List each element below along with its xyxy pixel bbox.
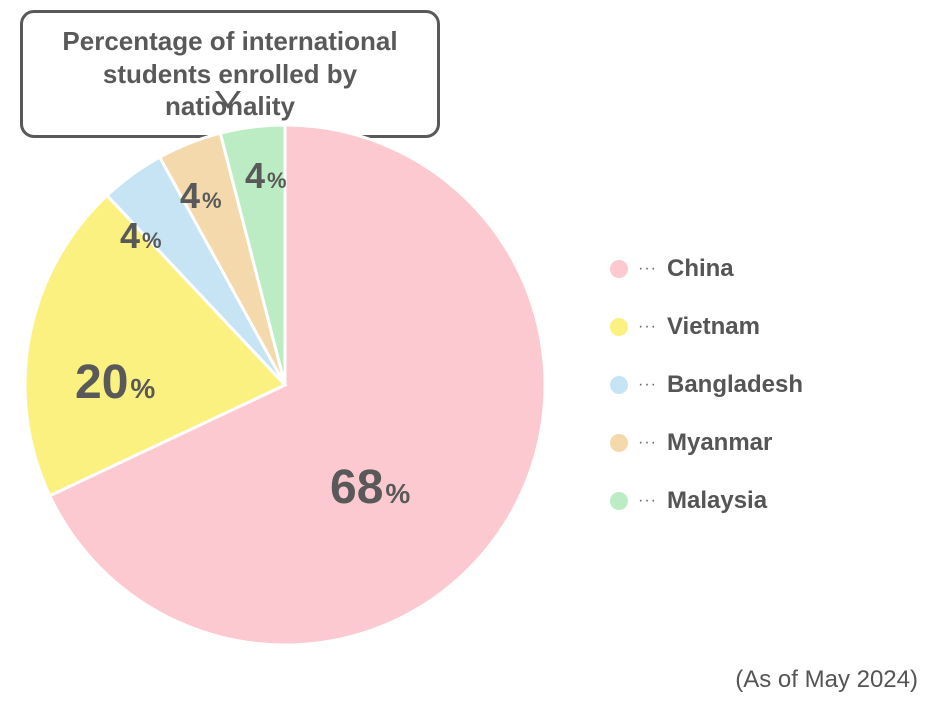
legend-separator: ··· [638,492,657,510]
legend-dot [610,260,628,278]
slice-value: 4 [180,175,200,217]
footnote: (As of May 2024) [735,666,918,694]
slice-value: 4 [120,215,140,257]
legend-label: Vietnam [667,313,760,341]
legend-separator: ··· [638,376,657,394]
legend-item-malaysia: ··· Malaysia [610,487,910,515]
slice-value: 4 [245,155,265,197]
legend-label: Malaysia [667,487,767,515]
percent-sign: % [202,188,222,214]
percent-sign: % [267,168,287,194]
legend: ··· China ··· Vietnam ··· Bangladesh ··· Myanma… [610,255,910,545]
slice-label-vietnam: 20% [75,355,155,410]
legend-item-myanmar: ··· Myanmar [610,429,910,457]
legend-dot [610,318,628,336]
slice-value: 68 [330,460,383,515]
legend-item-bangladesh: ··· Bangladesh [610,371,910,399]
percent-sign: % [130,373,155,405]
legend-label: Myanmar [667,429,772,457]
chart-title-callout: Percentage of international students enr… [20,10,440,138]
slice-label-bangladesh: 4% [120,215,162,257]
percent-sign: % [142,228,162,254]
slice-value: 20 [75,355,128,410]
legend-label: Bangladesh [667,371,803,399]
legend-separator: ··· [638,260,657,278]
footnote-text: (As of May 2024) [735,666,918,693]
legend-dot [610,376,628,394]
slice-label-malaysia: 4% [245,155,287,197]
legend-dot [610,434,628,452]
legend-separator: ··· [638,434,657,452]
slice-label-china: 68% [330,460,410,515]
legend-item-china: ··· China [610,255,910,283]
pie-chart: 68%20%4%4%4% [20,120,550,650]
title-callout-tail-fill [219,91,237,104]
legend-dot [610,492,628,510]
legend-label: China [667,255,734,283]
percent-sign: % [385,478,410,510]
slice-label-myanmar: 4% [180,175,222,217]
legend-separator: ··· [638,318,657,336]
legend-item-vietnam: ··· Vietnam [610,313,910,341]
